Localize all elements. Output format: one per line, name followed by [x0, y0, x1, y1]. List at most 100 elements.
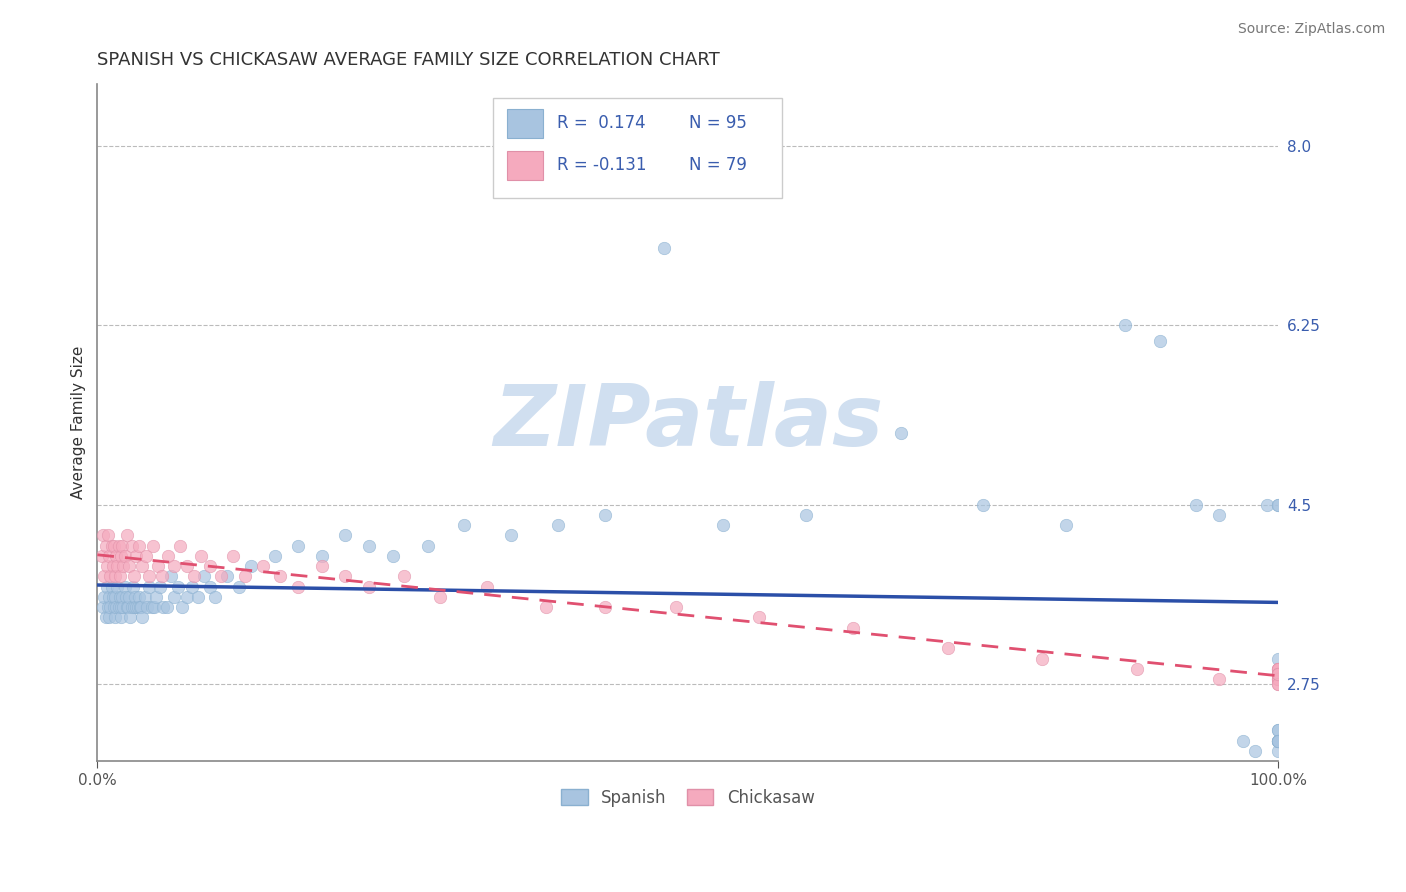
Point	[142, 539, 165, 553]
Point	[105, 549, 128, 563]
Text: N = 95: N = 95	[689, 114, 747, 132]
Point	[150, 569, 173, 583]
Point	[114, 549, 136, 563]
Point	[1267, 662, 1289, 676]
FancyBboxPatch shape	[494, 97, 782, 198]
Point	[1267, 733, 1289, 747]
Point	[794, 508, 817, 522]
Point	[652, 241, 675, 255]
Point	[176, 559, 198, 574]
Point	[156, 600, 179, 615]
Point	[1267, 672, 1289, 686]
Point	[222, 549, 245, 563]
Point	[94, 539, 117, 553]
Point	[108, 569, 131, 583]
Point	[335, 528, 357, 542]
Point	[1267, 666, 1289, 681]
Point	[101, 590, 124, 604]
Point	[159, 569, 181, 583]
Point	[252, 559, 274, 574]
Point	[110, 600, 132, 615]
Point	[105, 600, 128, 615]
Point	[141, 600, 163, 615]
Point	[499, 528, 522, 542]
Point	[1267, 666, 1289, 681]
Point	[96, 580, 118, 594]
Point	[145, 590, 167, 604]
Point	[593, 600, 616, 615]
Point	[1267, 498, 1289, 512]
Point	[748, 610, 770, 624]
Point	[110, 610, 132, 624]
Text: ZIPatlas: ZIPatlas	[492, 381, 883, 464]
Point	[263, 549, 285, 563]
Point	[1267, 662, 1289, 676]
Point	[107, 580, 129, 594]
Point	[1267, 666, 1289, 681]
Point	[128, 539, 150, 553]
Point	[112, 600, 135, 615]
Point	[1267, 672, 1289, 686]
Point	[134, 590, 156, 604]
Point	[98, 590, 121, 604]
Point	[93, 569, 115, 583]
Point	[1267, 666, 1289, 681]
Point	[429, 590, 451, 604]
Point	[125, 600, 148, 615]
Point	[187, 590, 209, 604]
Point	[547, 518, 569, 533]
Point	[180, 580, 202, 594]
Point	[1267, 733, 1289, 747]
Point	[1126, 662, 1149, 676]
Point	[1267, 744, 1289, 758]
Point	[1267, 666, 1289, 681]
Point	[1031, 651, 1053, 665]
Point	[1267, 677, 1289, 691]
Point	[93, 590, 115, 604]
Point	[217, 569, 239, 583]
Point	[198, 559, 221, 574]
Point	[1232, 733, 1254, 747]
Point	[115, 600, 138, 615]
Point	[96, 559, 118, 574]
Point	[394, 569, 416, 583]
Point	[107, 539, 129, 553]
Point	[1267, 662, 1289, 676]
Point	[1149, 334, 1171, 348]
Point	[198, 580, 221, 594]
Point	[146, 559, 169, 574]
Point	[534, 600, 557, 615]
Point	[107, 600, 129, 615]
Point	[138, 580, 160, 594]
Point	[110, 549, 132, 563]
Point	[124, 590, 146, 604]
Point	[163, 590, 186, 604]
Point	[972, 498, 994, 512]
Text: R = -0.131: R = -0.131	[557, 156, 647, 174]
Point	[122, 569, 145, 583]
Point	[91, 549, 114, 563]
Point	[104, 569, 127, 583]
Point	[269, 569, 291, 583]
Point	[183, 569, 205, 583]
Point	[1267, 677, 1289, 691]
Point	[112, 559, 135, 574]
Text: N = 79: N = 79	[689, 156, 747, 174]
Point	[100, 580, 122, 594]
Point	[1267, 733, 1289, 747]
Point	[1208, 672, 1230, 686]
Point	[149, 580, 172, 594]
Point	[163, 559, 186, 574]
Point	[121, 600, 143, 615]
Point	[287, 580, 309, 594]
Point	[169, 539, 191, 553]
Point	[166, 580, 188, 594]
Point	[1267, 666, 1289, 681]
Point	[475, 580, 498, 594]
Point	[97, 528, 120, 542]
Point	[190, 549, 212, 563]
Point	[1267, 666, 1289, 681]
Point	[1267, 672, 1289, 686]
Point	[111, 539, 134, 553]
Point	[593, 508, 616, 522]
